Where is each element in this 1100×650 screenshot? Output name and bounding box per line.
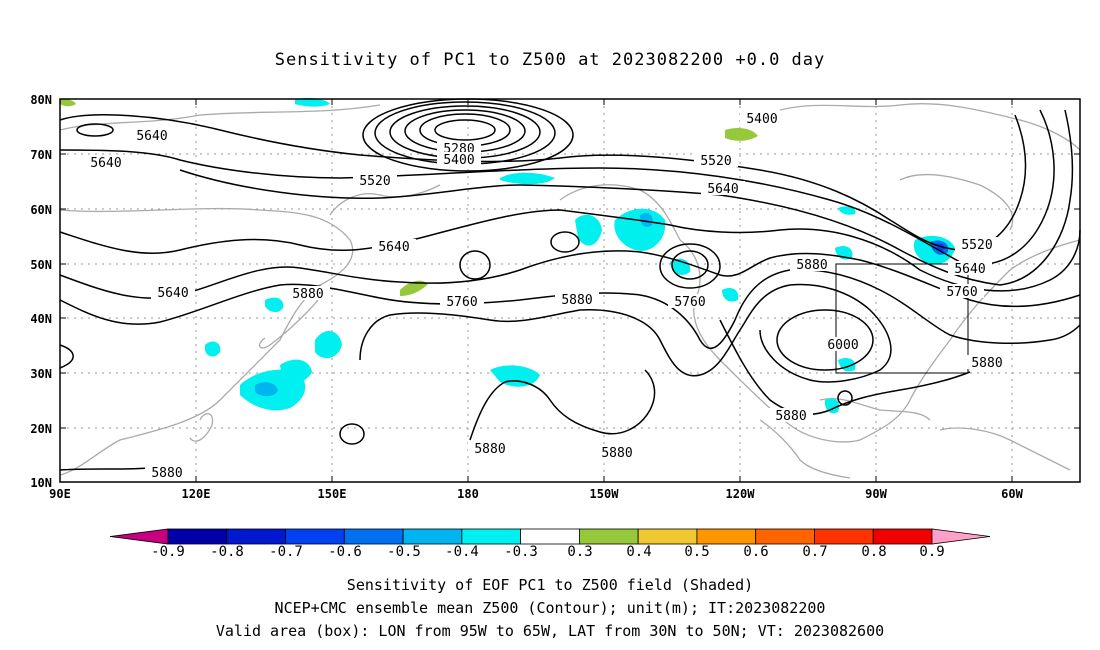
colorbar-label: 0.8 [861,544,886,560]
colorbar-label: 0.5 [684,544,709,560]
colorbar-label: 0.9 [919,544,944,560]
contour-label: 5880 [601,446,632,461]
colorbar-label: -0.7 [269,544,303,560]
contour-label: 5640 [157,286,188,301]
colorbar-arrow-high [931,528,991,545]
contour-label: 5760 [946,285,977,300]
contour-label: 5640 [954,262,985,277]
caption-line: NCEP+CMC ensemble mean Z500 (Contour); u… [274,599,826,617]
lon-label: 120E [182,487,211,501]
lat-labels: 80N 70N 60N 50N 40N 30N 20N 10N [30,93,52,490]
colorbar-label: 0.7 [802,544,827,560]
colorbar-label: 0.3 [567,544,592,560]
contour-label: 5880 [775,409,806,424]
contour-label: 5880 [796,258,827,273]
map-frame [59,98,1081,483]
lon-label: 60W [1001,487,1023,501]
contour-labels: 5640 5640 5280 5400 5400 5520 5520 5640 … [84,111,1009,481]
colorbar-label: -0.3 [504,544,538,560]
colorbar-swatch [343,528,404,545]
colorbar-swatch [814,528,874,545]
lon-labels: 90E 120E 150E 180 150W 120W 90W 60W [49,487,1023,501]
colorbar-label: -0.4 [445,544,479,560]
contour-label: 5880 [151,466,182,481]
caption-line: Sensitivity of EOF PC1 to Z500 field (Sh… [346,576,754,594]
colorbar-label: 0.6 [743,544,768,560]
colorbar-label: -0.8 [210,544,244,560]
lat-label: 80N [30,93,52,107]
shaded-patches [60,97,955,414]
contour-label: 5760 [446,295,477,310]
lon-label: 90W [865,487,887,501]
colorbar-swatch [578,528,639,545]
contour-label: 5520 [700,154,731,169]
contour-label: 5520 [359,174,390,189]
colorbar-swatch [696,528,757,545]
colorbar [109,528,991,545]
lon-label: 150W [590,487,620,501]
map-title: Sensitivity of PC1 to Z500 at 2023082200… [274,50,826,70]
lat-label: 40N [30,312,52,326]
colorbar-swatch [285,528,345,545]
colorbar-swatch [226,528,286,545]
contour-label: 5880 [474,442,505,457]
lon-label: 150E [318,487,347,501]
coastlines [59,103,1081,479]
lon-label: 120W [726,487,756,501]
colorbar-label: 0.4 [626,544,651,560]
contour-label: 5760 [674,295,705,310]
lat-label: 60N [30,203,52,217]
colorbar-swatch [872,528,933,545]
colorbar-swatch [755,528,815,545]
lat-label: 30N [30,367,52,381]
caption-line: Valid area (box): LON from 95W to 65W, L… [215,622,885,640]
lon-label: 90E [49,487,71,501]
colorbar-swatch [167,528,228,545]
contour-label: 5520 [961,238,992,253]
contour-label: 5640 [707,182,738,197]
colorbar-label: -0.6 [328,544,362,560]
contour-label: 5880 [292,287,323,302]
caption: Sensitivity of EOF PC1 to Z500 field (Sh… [0,574,1100,643]
lat-label: 20N [30,422,52,436]
colorbar-swatch [461,528,522,545]
contour-label: 5880 [561,293,592,308]
valid-area-box [835,263,969,374]
z500-contours [59,98,1081,471]
contour-label: 5640 [378,240,409,255]
lat-label: 50N [30,258,52,272]
contour-label: 5400 [443,153,474,168]
lat-label: 70N [30,148,52,162]
colorbar-swatch [402,528,463,545]
colorbar-label: -0.9 [151,544,185,560]
contour-label: 5880 [971,356,1002,371]
lat-label: 10N [30,476,52,490]
contour-label: 5640 [136,129,167,144]
colorbar-swatch [637,528,698,545]
colorbar-labels: -0.9 -0.8 -0.7 -0.6 -0.5 -0.4 -0.3 0.3 0… [151,544,945,560]
lon-label: 180 [457,487,479,501]
colorbar-label: -0.5 [387,544,421,560]
contour-label: 6000 [827,338,858,353]
contour-label: 5400 [746,112,777,127]
colorbar-arrow-low [109,528,169,545]
contour-label: 5640 [90,156,121,171]
axis-ticks [60,98,1080,483]
colorbar-swatch [520,528,580,545]
